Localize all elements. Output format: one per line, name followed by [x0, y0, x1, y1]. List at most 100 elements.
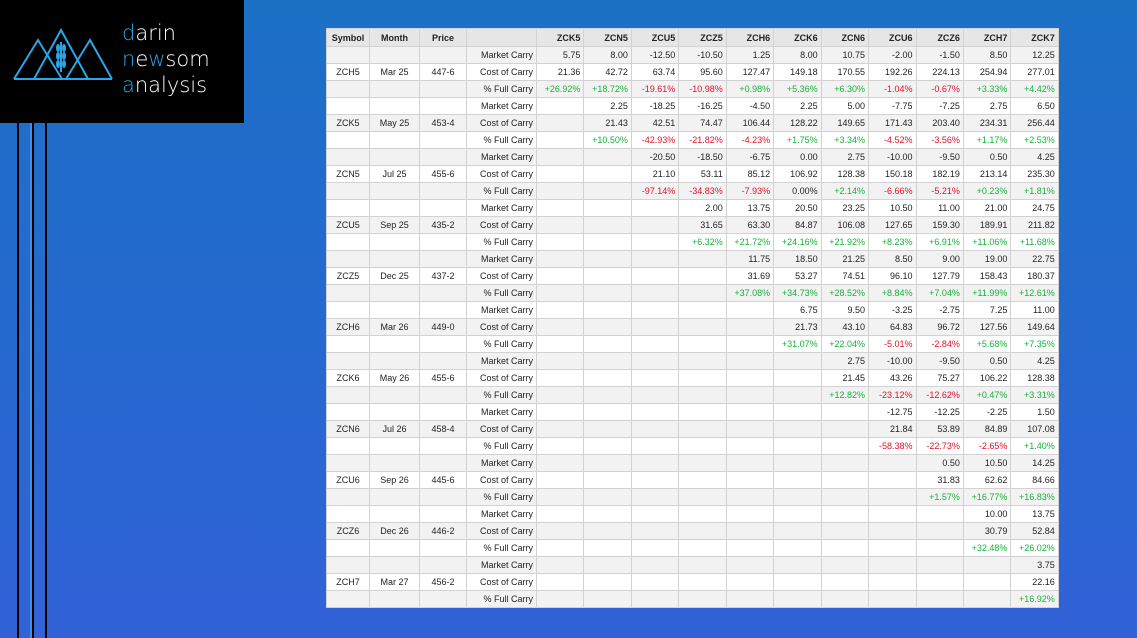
empty-cell	[630, 556, 680, 574]
month-cell	[369, 131, 420, 149]
empty-cell	[678, 284, 727, 302]
full-value-cell: -6.66%	[868, 182, 917, 200]
table-row: Market Carry -20.50 -18.50 -6.75 0.00 2.75 -10…	[326, 148, 1059, 166]
row-label-cell: Cost of Carry	[466, 573, 537, 591]
cost-value-cell: 53.89	[915, 420, 964, 438]
empty-cell	[820, 488, 870, 506]
market-value-cell: 14.25	[1010, 454, 1059, 472]
empty-cell	[678, 267, 727, 285]
cost-value-cell: 21.43	[583, 114, 632, 132]
cost-value-cell: 106.92	[773, 165, 822, 183]
market-value-cell: 2.75	[820, 352, 870, 370]
empty-cell	[725, 539, 775, 557]
empty-cell	[725, 590, 775, 608]
market-value-cell: 4.25	[1010, 148, 1059, 166]
symbol-cell: ZCK5	[326, 114, 370, 132]
month-cell	[369, 386, 420, 404]
market-value-cell: 10.50	[962, 454, 1012, 472]
symbol-cell	[326, 488, 370, 506]
cost-value-cell: 127.56	[962, 318, 1012, 336]
table-row: Market Carry 5.75 8.00 -12.50 -10.50 1.25 8.00…	[326, 46, 1059, 64]
market-value-cell: 13.75	[1010, 505, 1059, 523]
market-value-cell: -12.50	[630, 46, 680, 64]
empty-cell	[535, 556, 585, 574]
price-cell	[419, 182, 467, 200]
price-cell: 449-0	[419, 318, 467, 336]
empty-cell	[535, 471, 585, 489]
full-value-cell: +2.14%	[820, 182, 870, 200]
table-header-row: Symbol Month Price ZCK5 ZCN5 ZCU5 ZCZ5 ZCH6 ZCK6…	[326, 28, 1059, 47]
table-row: Market Carry 6.75 9.50 -3.25 -2.75 7.25 11.00	[326, 301, 1059, 319]
empty-cell	[725, 454, 775, 472]
table-row: Market Carry -12.75 -12.25 -2.25 1.50	[326, 403, 1059, 421]
empty-cell	[820, 437, 870, 455]
cost-value-cell: 95.60	[678, 63, 727, 81]
cost-value-cell: 106.44	[725, 114, 775, 132]
cost-value-cell: 127.47	[725, 63, 775, 81]
table-row: ZCZ6 Dec 26 446-2 Cost of Carry 30.79 52.84	[326, 522, 1059, 540]
empty-cell	[630, 352, 680, 370]
row-label-cell: Cost of Carry	[466, 369, 537, 387]
empty-cell	[583, 284, 632, 302]
empty-cell	[915, 590, 964, 608]
symbol-cell: ZCU5	[326, 216, 370, 234]
column-header-zck7: ZCK7	[1010, 28, 1059, 47]
month-cell	[369, 352, 420, 370]
cost-value-cell: 149.64	[1010, 318, 1059, 336]
full-value-cell: +16.92%	[1010, 590, 1059, 608]
cost-value-cell: 30.79	[962, 522, 1012, 540]
column-header-zcu6: ZCU6	[868, 28, 917, 47]
table-row: % Full Carry -58.38% -22.73% -2.65% +1.40%	[326, 437, 1059, 455]
row-label-cell: % Full Carry	[466, 335, 537, 353]
full-value-cell: +1.75%	[773, 131, 822, 149]
table-row: % Full Carry +1.57% +16.77% +16.83%	[326, 488, 1059, 506]
cost-value-cell: 277.01	[1010, 63, 1059, 81]
empty-cell	[583, 488, 632, 506]
cost-value-cell: 74.51	[820, 267, 870, 285]
empty-cell	[678, 420, 727, 438]
empty-cell	[962, 556, 1012, 574]
empty-cell	[583, 505, 632, 523]
full-value-cell: +3.33%	[962, 80, 1012, 98]
carry-table: Symbol Month Price ZCK5 ZCN5 ZCU5 ZCZ5 ZCH6 ZCK6…	[326, 28, 1059, 608]
empty-cell	[535, 573, 585, 591]
column-header-zcn5: ZCN5	[583, 28, 632, 47]
empty-cell	[962, 590, 1012, 608]
empty-cell	[678, 318, 727, 336]
empty-cell	[773, 369, 822, 387]
market-value-cell: 2.75	[820, 148, 870, 166]
empty-cell	[773, 403, 822, 421]
symbol-cell: ZCH6	[326, 318, 370, 336]
market-value-cell: -16.25	[678, 97, 727, 115]
full-value-cell: +10.50%	[583, 131, 632, 149]
month-cell: Sep 26	[369, 471, 420, 489]
empty-cell	[583, 148, 632, 166]
empty-cell	[678, 454, 727, 472]
market-value-cell: 11.00	[915, 199, 964, 217]
cost-value-cell: 158.43	[962, 267, 1012, 285]
row-label-cell: Market Carry	[466, 199, 537, 217]
cost-value-cell: 107.08	[1010, 420, 1059, 438]
market-value-cell: 8.50	[868, 250, 917, 268]
empty-cell	[583, 216, 632, 234]
mountain-wheat-logo-icon	[13, 28, 113, 80]
empty-cell	[678, 301, 727, 319]
market-value-cell: 21.25	[820, 250, 870, 268]
row-label-cell: Market Carry	[466, 556, 537, 574]
full-value-cell: +24.16%	[773, 233, 822, 251]
empty-cell	[868, 556, 917, 574]
empty-cell	[820, 454, 870, 472]
empty-cell	[535, 182, 585, 200]
logo-letter: d	[122, 21, 136, 45]
empty-cell	[725, 352, 775, 370]
empty-cell	[535, 420, 585, 438]
full-value-cell: +1.57%	[915, 488, 964, 506]
price-cell	[419, 556, 467, 574]
full-value-cell: +8.23%	[868, 233, 917, 251]
symbol-cell	[326, 335, 370, 353]
full-value-cell: +0.98%	[725, 80, 775, 98]
empty-cell	[535, 318, 585, 336]
row-label-cell: Cost of Carry	[466, 63, 537, 81]
table-row: ZCU5 Sep 25 435-2 Cost of Carry 31.65 63.30 84…	[326, 216, 1059, 234]
empty-cell	[678, 488, 727, 506]
